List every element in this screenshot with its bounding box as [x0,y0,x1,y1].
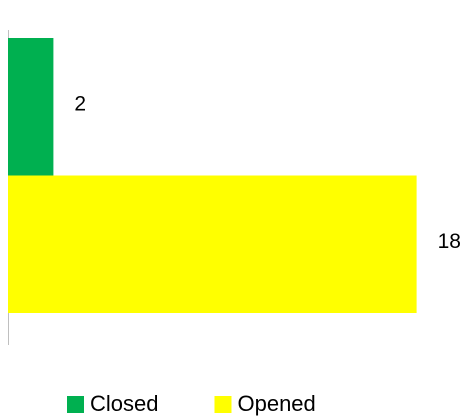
legend-swatch [214,396,232,413]
legend-label: Opened [237,391,315,416]
data-label: 18 [438,230,461,253]
legend-swatch [67,396,84,413]
data-label: 2 [74,92,86,115]
bar [8,38,54,176]
bar [8,175,417,313]
legend-label: Closed [90,391,158,416]
